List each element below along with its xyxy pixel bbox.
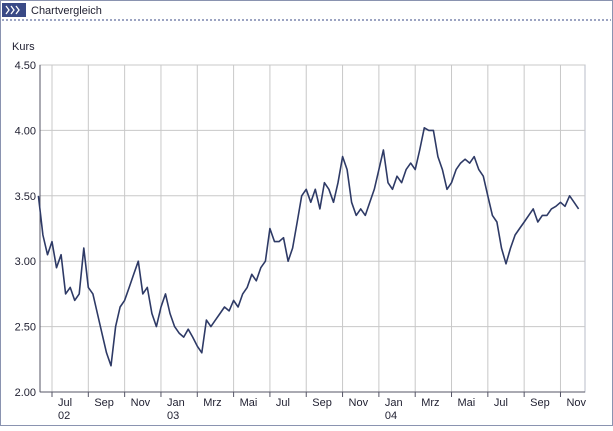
y-axis-label: Kurs [12, 41, 35, 53]
y-tick-label: 3.00 [15, 256, 36, 268]
x-tick-label: Nov [566, 397, 586, 409]
x-tick-label: Jul [276, 397, 290, 409]
x-tick-label: Jul 02 [58, 397, 72, 422]
x-tick-label: Jul [494, 397, 508, 409]
y-tick-label: 4.50 [15, 60, 36, 72]
header-title: Chartvergleich [31, 5, 102, 17]
x-tick-label: Nov [131, 397, 151, 409]
y-tick-label: 2.50 [15, 322, 36, 334]
header-icon-arrows [5, 5, 20, 15]
x-tick-label: Nov [349, 397, 369, 409]
y-tick-label: 2.00 [15, 387, 36, 399]
x-tick-label: Jan 03 [167, 397, 185, 422]
y-tick-label: 3.50 [15, 191, 36, 203]
x-tick-label: Mrz [421, 397, 439, 409]
plot-area [39, 64, 586, 393]
y-tick-label: 4.00 [15, 125, 36, 137]
x-tick-label: Sep [312, 397, 332, 409]
price-line [37, 127, 580, 367]
x-tick-label: Jan 04 [385, 397, 403, 422]
x-tick-label: Sep [530, 397, 550, 409]
x-tick-label: Mai [458, 397, 476, 409]
x-tick-label: Mrz [203, 397, 221, 409]
x-tick-label: Mai [240, 397, 258, 409]
x-tick-label: Sep [94, 397, 114, 409]
